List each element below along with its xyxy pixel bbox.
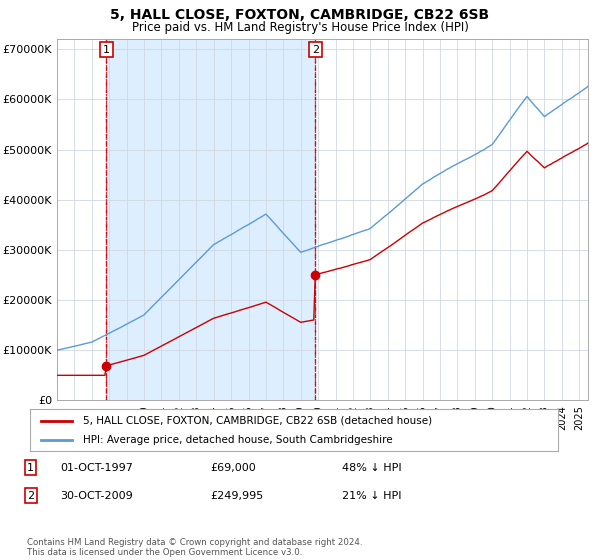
- Text: 01-OCT-1997: 01-OCT-1997: [60, 463, 133, 473]
- Bar: [106, 39, 315, 400]
- Text: 1: 1: [103, 45, 110, 55]
- Text: 5, HALL CLOSE, FOXTON, CAMBRIDGE, CB22 6SB (detached house): 5, HALL CLOSE, FOXTON, CAMBRIDGE, CB22 6…: [83, 416, 432, 426]
- Text: £249,995: £249,995: [210, 491, 263, 501]
- Text: 2: 2: [311, 45, 319, 55]
- Text: Contains HM Land Registry data © Crown copyright and database right 2024.
This d: Contains HM Land Registry data © Crown c…: [27, 538, 362, 557]
- Text: HPI: Average price, detached house, South Cambridgeshire: HPI: Average price, detached house, Sout…: [83, 435, 392, 445]
- Text: Price paid vs. HM Land Registry's House Price Index (HPI): Price paid vs. HM Land Registry's House …: [131, 21, 469, 34]
- Text: £69,000: £69,000: [210, 463, 256, 473]
- Text: 48% ↓ HPI: 48% ↓ HPI: [342, 463, 401, 473]
- Text: 2: 2: [27, 491, 34, 501]
- Text: 5, HALL CLOSE, FOXTON, CAMBRIDGE, CB22 6SB: 5, HALL CLOSE, FOXTON, CAMBRIDGE, CB22 6…: [110, 8, 490, 22]
- Text: 30-OCT-2009: 30-OCT-2009: [60, 491, 133, 501]
- Text: 21% ↓ HPI: 21% ↓ HPI: [342, 491, 401, 501]
- Text: 1: 1: [27, 463, 34, 473]
